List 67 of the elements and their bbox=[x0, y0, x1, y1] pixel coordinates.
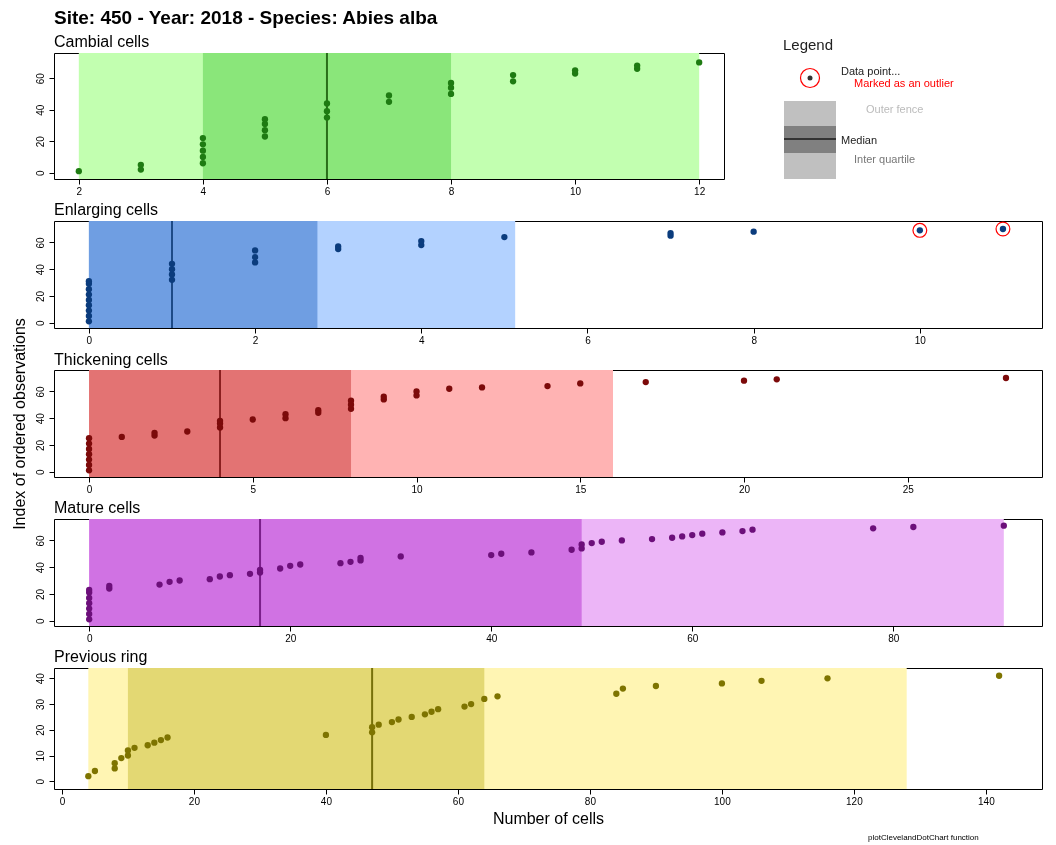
chart-subtitle: Cambial cells bbox=[54, 33, 150, 50]
chart-title: Site: 450 - Year: 2018 - Species: Abies alba bbox=[54, 7, 438, 28]
x-tick-label: 8 bbox=[751, 334, 758, 346]
x-tick-label: 80 bbox=[888, 632, 900, 644]
x-tick-label: 0 bbox=[59, 795, 66, 807]
text: Inter quartile bbox=[854, 153, 916, 165]
x-tick-label: 15 bbox=[575, 483, 587, 495]
x-tick-label: 100 bbox=[714, 795, 732, 807]
y-tick-label: 20 bbox=[34, 439, 46, 451]
x-tick-label: 2 bbox=[76, 185, 83, 197]
x-tick-label: 60 bbox=[452, 795, 465, 807]
y-tick-label: 10 bbox=[34, 750, 46, 762]
x-axis-title: Number of cells bbox=[492, 809, 605, 827]
x-tick-label: 25 bbox=[902, 483, 915, 495]
chart-title: Enlarging cells bbox=[54, 200, 159, 218]
chart-title: Previous ring bbox=[54, 648, 148, 665]
x-tick-label: 12 bbox=[694, 185, 706, 197]
x-tick-label: 5 bbox=[250, 483, 257, 495]
y-tick-label: 0 bbox=[34, 319, 46, 326]
x-tick-label: 140 bbox=[978, 795, 996, 807]
x-tick-label: 0 bbox=[86, 632, 93, 644]
y-tick-label: 30 bbox=[34, 698, 46, 711]
y-tick-label: 60 bbox=[34, 534, 46, 547]
x-tick-label: 10 bbox=[411, 483, 424, 495]
x-tick-label: 120 bbox=[846, 795, 864, 807]
x-tick-label: 20 bbox=[188, 795, 201, 807]
x-tick-label: 10 bbox=[914, 334, 927, 346]
y-tick-label: 40 bbox=[34, 561, 46, 574]
y-tick-label: 60 bbox=[34, 385, 46, 398]
x-tick-label: 2 bbox=[252, 334, 259, 346]
chart-title: Mature cells bbox=[54, 499, 141, 516]
text: plotClevelandDotChart function bbox=[868, 833, 979, 842]
x-tick-label: 0 bbox=[86, 334, 93, 346]
x-tick-label: 60 bbox=[687, 632, 699, 644]
x-tick-label: 20 bbox=[738, 483, 751, 495]
y-tick-label: 40 bbox=[34, 412, 46, 425]
y-tick-label: 40 bbox=[34, 263, 46, 276]
text: Data point... bbox=[841, 65, 901, 77]
x-tick-label: 20 bbox=[285, 632, 297, 644]
y-tick-label: 20 bbox=[34, 135, 46, 148]
x-tick-label: 80 bbox=[584, 795, 597, 807]
text: Marked as an outlier bbox=[854, 77, 954, 89]
x-tick-label: 4 bbox=[419, 334, 425, 346]
text: Median bbox=[841, 134, 878, 146]
y-tick-label: 0 bbox=[34, 778, 46, 785]
y-tick-label: 0 bbox=[34, 169, 46, 176]
x-tick-label: 40 bbox=[486, 632, 498, 644]
y-tick-label: 20 bbox=[34, 290, 46, 302]
y-axis-title: Index of ordered observations bbox=[10, 318, 28, 530]
x-tick-label: 10 bbox=[570, 185, 582, 197]
y-tick-label: 0 bbox=[34, 617, 46, 624]
text: Outer fence bbox=[866, 103, 924, 115]
y-tick-label: 60 bbox=[34, 72, 46, 85]
y-tick-label: 20 bbox=[34, 588, 46, 600]
x-tick-label: 8 bbox=[448, 185, 455, 197]
y-tick-label: 0 bbox=[34, 468, 46, 475]
x-tick-label: 6 bbox=[324, 185, 331, 197]
chart-title: Thickening cells bbox=[54, 351, 168, 368]
y-tick-label: 40 bbox=[34, 672, 46, 685]
y-tick-label: 60 bbox=[34, 236, 46, 249]
y-tick-label: 40 bbox=[34, 104, 46, 116]
x-tick-label: 6 bbox=[585, 334, 592, 346]
y-tick-label: 20 bbox=[34, 724, 46, 736]
text: Legend bbox=[783, 36, 834, 53]
x-tick-label: 4 bbox=[200, 185, 207, 197]
x-tick-label: 40 bbox=[320, 795, 333, 807]
x-tick-label: 0 bbox=[86, 483, 93, 495]
